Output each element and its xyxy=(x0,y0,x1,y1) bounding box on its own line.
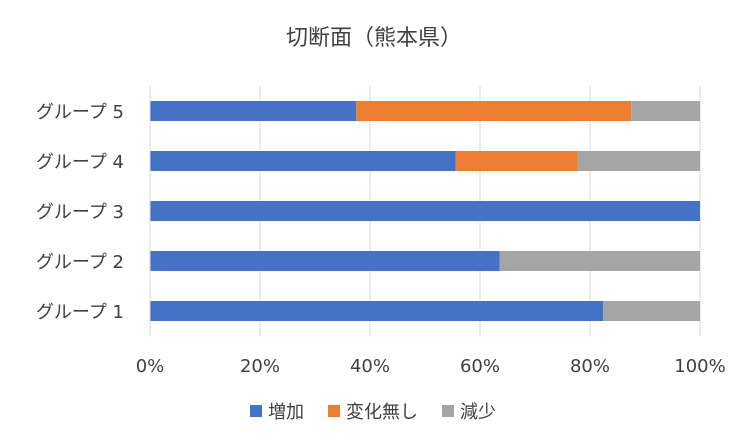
category-label: グループ 2 xyxy=(36,252,124,273)
legend-label: 変化無し xyxy=(346,402,418,423)
legend-swatch xyxy=(250,405,262,417)
bar-segment xyxy=(150,301,604,321)
x-tick-label: 100% xyxy=(674,356,725,377)
category-labels: グループ 5 グループ 4 グループ 3 グループ 2 グループ 1 xyxy=(36,102,124,323)
legend-label: 増加 xyxy=(268,402,304,423)
bar-segment xyxy=(577,151,700,171)
x-tick-label: 60% xyxy=(460,356,500,377)
x-tick-label: 40% xyxy=(350,356,390,377)
category-label: グループ 4 xyxy=(36,152,124,173)
bar-segment xyxy=(499,251,700,271)
legend-swatch xyxy=(328,405,340,417)
bar-segment xyxy=(150,151,456,171)
category-label: グループ 1 xyxy=(36,302,124,323)
category-label: グループ 5 xyxy=(36,102,124,123)
category-label: グループ 3 xyxy=(36,202,124,223)
bar-segment xyxy=(455,151,578,171)
chart-title: 切断面（熊本県） xyxy=(286,26,462,51)
bar-segment xyxy=(356,101,632,121)
legend-label: 減少 xyxy=(460,402,496,423)
bar-segment xyxy=(150,101,357,121)
bar-segment xyxy=(603,301,700,321)
x-tick-labels: 0% 20% 40% 60% 80% 100% xyxy=(136,356,726,377)
x-tick-label: 0% xyxy=(136,356,165,377)
bar-segment xyxy=(150,201,700,221)
x-tick-label: 20% xyxy=(240,356,280,377)
legend: 増加 変化無し 減少 xyxy=(250,402,496,423)
x-tick-label: 80% xyxy=(570,356,610,377)
bar-segment xyxy=(631,101,700,121)
bar-segment xyxy=(150,251,500,271)
bars xyxy=(150,101,700,321)
legend-swatch xyxy=(442,405,454,417)
